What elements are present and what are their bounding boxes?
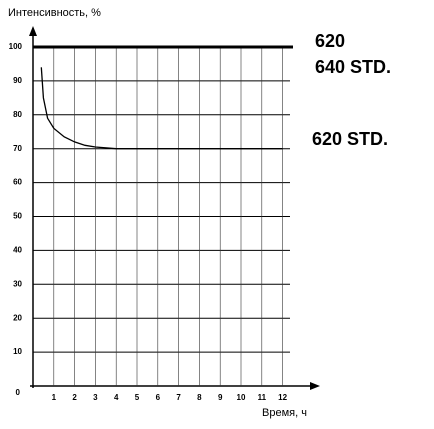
y-tick-label: 30: [13, 279, 22, 288]
x-tick-label: 7: [176, 393, 181, 402]
y-tick-label: 20: [13, 313, 22, 322]
x-axis-title: Время, ч: [262, 407, 307, 419]
series-label: 620: [315, 31, 345, 51]
y-axis-title: Интенсивность, %: [8, 7, 101, 19]
y-tick-label: 80: [13, 110, 22, 119]
y-tick-label: 10: [13, 347, 22, 356]
y-tick-label: 90: [13, 76, 22, 85]
x-tick-label: 5: [135, 393, 140, 402]
y-tick-label: 70: [13, 144, 22, 153]
x-tick-label: 10: [237, 393, 246, 402]
x-tick-label: 3: [93, 393, 98, 402]
x-tick-label: 1: [52, 393, 57, 402]
series-line: [40, 67, 283, 150]
x-tick-label: 9: [218, 393, 223, 402]
y-axis-arrow: [29, 26, 37, 36]
x-tick-label: 8: [197, 393, 202, 402]
y-tick-label: 0: [16, 388, 21, 397]
x-tick-label: 2: [72, 393, 77, 402]
x-tick-label: 6: [156, 393, 161, 402]
y-tick-label: 40: [13, 246, 22, 255]
y-tick-label: 100: [9, 42, 23, 51]
y-tick-label: 50: [13, 212, 22, 221]
series-label: 620 STD.: [312, 129, 388, 149]
y-tick-label: 60: [13, 178, 22, 187]
x-tick-label: 12: [278, 393, 287, 402]
x-tick-label: 4: [114, 393, 119, 402]
x-tick-label: 11: [258, 393, 267, 402]
series-label: 640 STD.: [315, 57, 391, 77]
x-axis-arrow: [310, 382, 320, 390]
